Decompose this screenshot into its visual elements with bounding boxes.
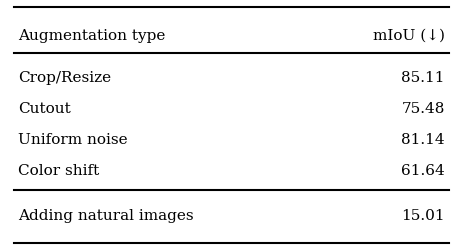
Text: 61.64: 61.64 bbox=[401, 164, 445, 178]
Text: 15.01: 15.01 bbox=[401, 209, 445, 223]
Text: mIoU (↓): mIoU (↓) bbox=[373, 29, 445, 43]
Text: Color shift: Color shift bbox=[18, 164, 99, 178]
Text: Cutout: Cutout bbox=[18, 102, 71, 116]
Text: Augmentation type: Augmentation type bbox=[18, 29, 166, 43]
Text: 85.11: 85.11 bbox=[401, 71, 445, 85]
Text: Uniform noise: Uniform noise bbox=[18, 133, 128, 147]
Text: Crop/Resize: Crop/Resize bbox=[18, 71, 111, 85]
Text: Adding natural images: Adding natural images bbox=[18, 209, 194, 223]
Text: 81.14: 81.14 bbox=[401, 133, 445, 147]
Text: 75.48: 75.48 bbox=[401, 102, 445, 116]
